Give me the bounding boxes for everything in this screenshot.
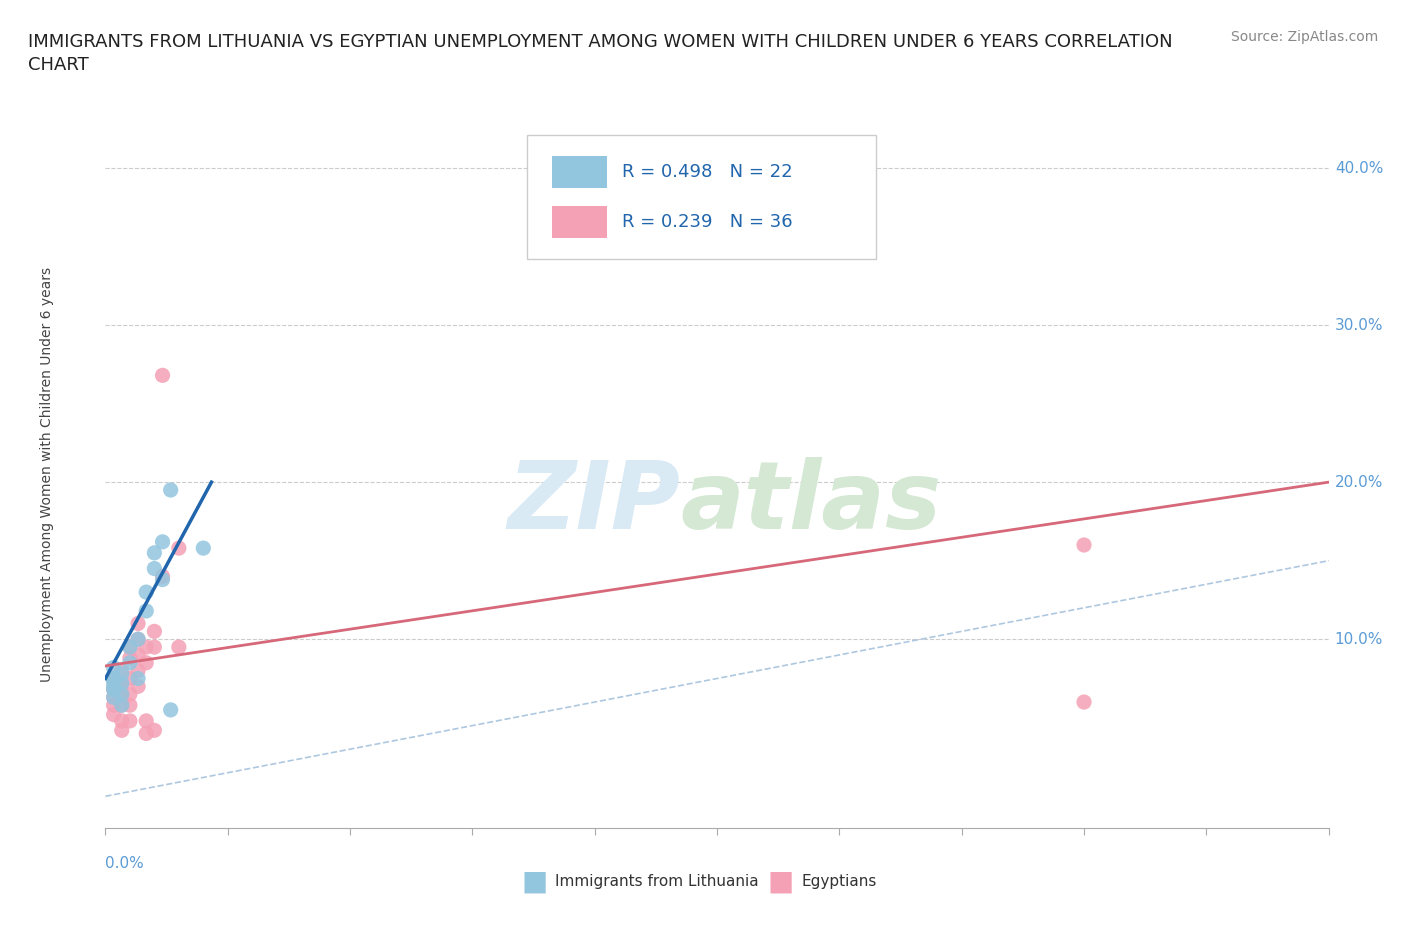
Point: [143, 624, 166, 639]
Text: Immigrants from Lithuania: Immigrants from Lithuania: [555, 874, 759, 889]
FancyBboxPatch shape: [527, 135, 876, 259]
Text: Unemployment Among Women with Children Under 6 years: Unemployment Among Women with Children U…: [39, 267, 53, 682]
Point: [1073, 695, 1095, 710]
Text: 20.0%: 20.0%: [1334, 474, 1384, 490]
Point: [111, 723, 134, 737]
Text: ■: ■: [522, 868, 547, 896]
Text: R = 0.498   N = 22: R = 0.498 N = 22: [621, 164, 792, 181]
Point: [118, 698, 141, 712]
Text: R = 0.239   N = 36: R = 0.239 N = 36: [621, 213, 792, 231]
Point: [135, 726, 157, 741]
Point: [1073, 538, 1095, 552]
Text: ■: ■: [768, 868, 793, 896]
Point: [103, 671, 125, 686]
Point: [143, 545, 166, 560]
Text: Source: ZipAtlas.com: Source: ZipAtlas.com: [1230, 30, 1378, 44]
Point: [103, 671, 125, 686]
Point: [103, 679, 125, 694]
Text: Egyptians: Egyptians: [801, 874, 877, 889]
Point: [103, 682, 125, 697]
Text: IMMIGRANTS FROM LITHUANIA VS EGYPTIAN UNEMPLOYMENT AMONG WOMEN WITH CHILDREN UND: IMMIGRANTS FROM LITHUANIA VS EGYPTIAN UN…: [28, 33, 1173, 74]
Point: [111, 686, 134, 701]
Point: [167, 640, 190, 655]
Point: [103, 707, 125, 722]
Text: 0.0%: 0.0%: [105, 856, 145, 871]
Point: [118, 713, 141, 728]
Point: [103, 690, 125, 705]
Point: [111, 686, 134, 701]
Point: [193, 540, 215, 555]
Point: [111, 679, 134, 694]
Point: [135, 585, 157, 600]
Point: [111, 676, 134, 691]
Point: [143, 561, 166, 576]
Point: [127, 671, 149, 686]
Point: [111, 698, 134, 712]
Point: [152, 569, 174, 584]
Point: [152, 535, 174, 550]
Point: [118, 686, 141, 701]
Point: [111, 713, 134, 728]
Text: atlas: atlas: [681, 457, 942, 549]
Point: [143, 640, 166, 655]
Point: [127, 631, 149, 646]
Point: [127, 631, 149, 646]
Text: 10.0%: 10.0%: [1334, 631, 1384, 646]
Point: [111, 698, 134, 712]
Text: ZIP: ZIP: [508, 457, 681, 549]
Point: [135, 604, 157, 618]
Point: [118, 651, 141, 666]
Point: [167, 540, 190, 555]
Point: [127, 616, 149, 631]
Point: [143, 723, 166, 737]
Point: [103, 660, 125, 675]
Bar: [553, 156, 607, 188]
Point: [111, 676, 134, 691]
Point: [159, 483, 181, 498]
Point: [127, 663, 149, 678]
Text: 30.0%: 30.0%: [1334, 317, 1384, 333]
Point: [135, 640, 157, 655]
Point: [135, 713, 157, 728]
Bar: [553, 206, 607, 237]
Point: [118, 671, 141, 686]
Point: [111, 666, 134, 681]
Point: [135, 656, 157, 671]
Point: [103, 698, 125, 712]
Point: [103, 682, 125, 697]
Point: [118, 640, 141, 655]
Point: [118, 656, 141, 671]
Point: [103, 690, 125, 705]
Point: [152, 572, 174, 587]
Point: [127, 647, 149, 662]
Point: [118, 640, 141, 655]
Point: [127, 679, 149, 694]
Point: [103, 674, 125, 689]
Point: [152, 368, 174, 383]
Point: [159, 702, 181, 717]
Text: 40.0%: 40.0%: [1334, 161, 1384, 176]
Point: [111, 663, 134, 678]
